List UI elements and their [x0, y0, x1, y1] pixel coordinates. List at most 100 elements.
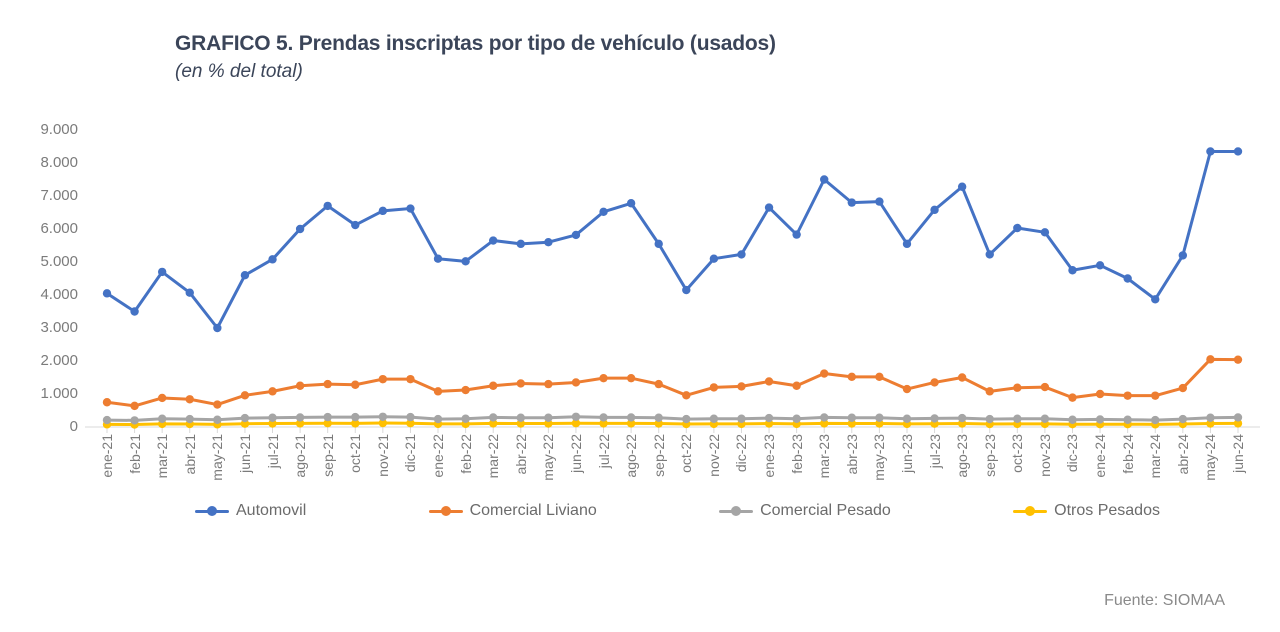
data-point [626, 199, 636, 208]
x-axis-tick-label: ago-21 [292, 434, 309, 478]
legend-marker-icon [195, 505, 229, 517]
series-automovil [102, 147, 1243, 333]
y-axis-tick: 3.000 [40, 319, 78, 336]
data-point [157, 267, 167, 277]
data-point [488, 419, 498, 428]
data-point [985, 250, 994, 259]
y-axis-tick: 6.000 [40, 220, 78, 237]
y-axis-tick: 4.000 [40, 286, 78, 303]
data-point [1040, 228, 1050, 237]
legend-item-automovil[interactable]: Automovil [195, 502, 306, 520]
data-point [792, 414, 801, 423]
data-point [571, 412, 581, 421]
data-point [875, 413, 884, 422]
data-point [185, 395, 194, 404]
data-point [847, 419, 857, 428]
source-note: Fuente: SIOMAA [1104, 592, 1225, 609]
data-point [930, 378, 939, 387]
data-point [847, 413, 857, 422]
data-point [626, 413, 636, 422]
data-point [709, 254, 719, 263]
x-axis-tick-label: jun-23 [898, 434, 915, 473]
legend-item-comercial-pesado[interactable]: Comercial Pesado [719, 502, 891, 520]
data-point [406, 412, 415, 422]
data-point [1206, 413, 1215, 422]
x-axis-tick-label: ago-23 [954, 434, 971, 478]
series-line [105, 421, 1240, 427]
data-point [1233, 419, 1243, 428]
x-axis-tick-label: jul-23 [926, 434, 943, 469]
x-axis-tick-label: mar-23 [816, 434, 833, 479]
data-point [102, 398, 112, 407]
legend-item-label: Automovil [236, 502, 307, 519]
legend-item-otros-pesados[interactable]: Otros Pesados [1013, 502, 1160, 520]
data-point [213, 415, 222, 424]
data-point [323, 379, 332, 389]
x-axis-tick-label: ago-22 [623, 434, 640, 478]
x-axis-tick-label: ene-21 [99, 434, 115, 478]
data-point [1178, 251, 1188, 260]
data-point [571, 230, 581, 240]
data-point [130, 416, 139, 425]
data-point [378, 374, 388, 384]
data-point [351, 412, 360, 422]
data-point [378, 418, 388, 428]
data-point [764, 203, 774, 212]
data-point [875, 419, 884, 428]
series-line [105, 415, 1240, 422]
data-point [268, 419, 277, 428]
data-point [1178, 414, 1188, 424]
data-point [433, 414, 443, 424]
data-point [1123, 274, 1132, 283]
x-axis-tick-label: may-22 [540, 434, 557, 481]
data-point [792, 381, 801, 390]
legend-item-comercial-liviano[interactable]: Comercial Liviano [428, 502, 597, 520]
data-point [1206, 147, 1215, 156]
data-point [461, 385, 470, 395]
series-line [105, 357, 1240, 408]
chart-title: GRAFICO 5. Prendas inscriptas por tipo d… [175, 32, 776, 55]
data-point [1095, 389, 1105, 399]
legend-marker-icon [1013, 505, 1048, 517]
y-axis-tick: 5.000 [40, 253, 78, 270]
data-point [1123, 415, 1132, 424]
data-point [213, 323, 222, 333]
data-point [268, 255, 277, 264]
data-point [295, 224, 305, 234]
data-point [1040, 414, 1050, 423]
data-point [240, 413, 250, 423]
data-point [1068, 266, 1077, 275]
data-point [378, 206, 388, 216]
data-point [185, 414, 194, 424]
data-point [820, 413, 829, 422]
data-point [599, 207, 608, 217]
data-point [654, 379, 663, 389]
series-comercial-pesado [102, 412, 1243, 425]
data-point [544, 238, 553, 247]
legend-marker-icon [428, 505, 463, 517]
data-point [240, 391, 250, 400]
x-axis-tick-label: nov-22 [705, 434, 722, 477]
data-point [957, 182, 967, 191]
legend-marker-icon [719, 505, 754, 517]
data-point [1013, 414, 1022, 423]
x-axis-tick-label: abr-22 [512, 434, 529, 475]
data-point [1233, 147, 1243, 156]
series-comercial-liviano [102, 355, 1243, 411]
data-point [323, 412, 332, 422]
y-axis-tick: 8.000 [40, 154, 78, 171]
y-axis-tick: 0 [69, 418, 78, 435]
data-point [957, 373, 967, 382]
data-point [737, 414, 746, 423]
data-point [737, 250, 746, 259]
data-point [654, 239, 663, 249]
data-point [544, 379, 553, 389]
y-axis-tick: 7.000 [40, 187, 78, 204]
x-axis-tick-label: oct-21 [347, 434, 364, 473]
data-point [1095, 415, 1105, 424]
x-axis-tick-label: jul-21 [264, 434, 281, 469]
data-point [571, 378, 581, 387]
data-point [1123, 391, 1132, 400]
x-axis: ene-21 feb-21 mar-21 abr-21 may-21 jun-21 jul-… [85, 428, 1260, 498]
